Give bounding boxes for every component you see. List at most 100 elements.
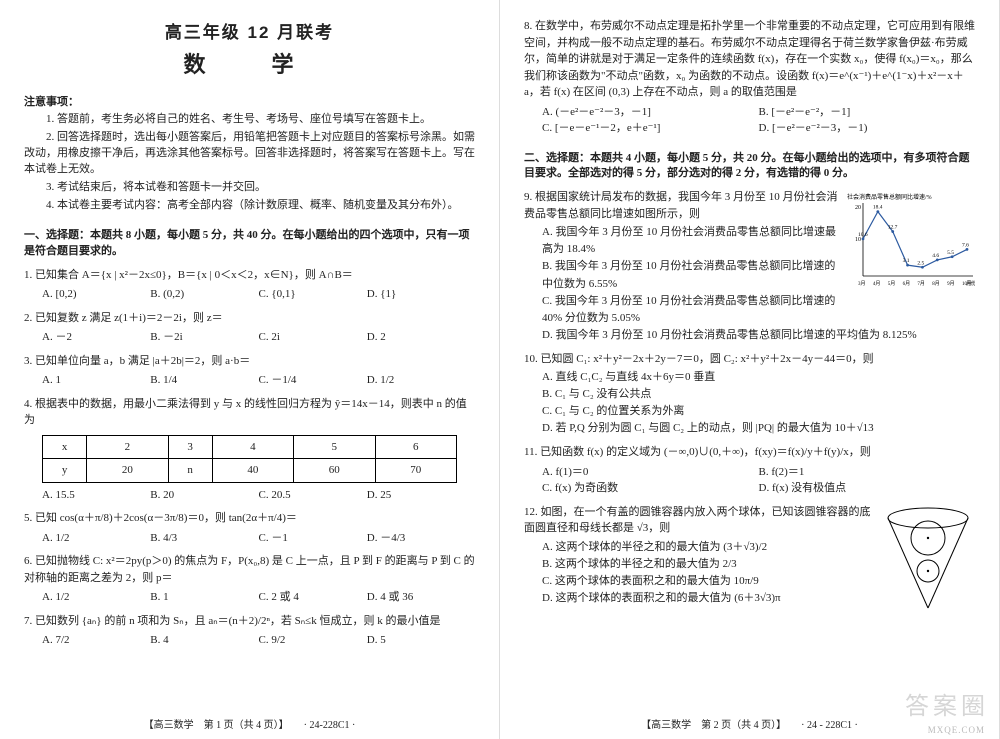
question-3: 3. 已知单位向量 a，b 满足 |a＋2b|＝2，则 a·b＝ A. 1 B.… [24, 353, 475, 389]
svg-text:4月: 4月 [873, 281, 881, 287]
svg-text:7.6: 7.6 [962, 243, 969, 249]
q2-opt-a: A. －2 [42, 329, 150, 346]
question-1: 1. 已知集合 A＝{x | x²－2x≤0}，B＝{x | 0＜x＜2，x∈N… [24, 267, 475, 303]
table-cell: 5 [294, 435, 375, 459]
q7-opt-b: B. 4 [150, 632, 258, 649]
svg-text:10: 10 [855, 237, 861, 243]
q5-stem: 5. 已知 cos(α＋π/8)＋2cos(α－3π/8)＝0，则 tan(2α… [24, 510, 475, 527]
q1-stem: 1. 已知集合 A＝{x | x²－2x≤0}，B＝{x | 0＜x＜2，x∈N… [24, 267, 475, 284]
table-cell: y [43, 459, 87, 483]
svg-text:20: 20 [855, 205, 861, 211]
q7-opt-a: A. 7/2 [42, 632, 150, 649]
q3-opt-b: B. 1/4 [150, 372, 258, 389]
notice-item: 4. 本试卷主要考试内容：高考全部内容（除计数原理、概率、随机变量及其分布外）。 [24, 198, 475, 214]
table-cell: n [168, 459, 212, 483]
table-cell: 70 [375, 459, 456, 483]
svg-text:3月: 3月 [858, 281, 866, 287]
q4-opt-b: B. 20 [150, 487, 258, 504]
q10-opt-a: A. 直线 C₁C₂ 与直线 4x＋6y＝0 垂直 [542, 369, 975, 386]
svg-text:4.6: 4.6 [932, 253, 939, 259]
q8-opt-b: B. [－e²－e⁻²，－1] [759, 104, 976, 121]
q11-opt-b: B. f(2)＝1 [759, 464, 976, 481]
q7-opt-d: D. 5 [367, 632, 475, 649]
q3-opt-c: C. －1/4 [259, 372, 367, 389]
notice-item: 1. 答题前，考生务必将自己的姓名、考生号、考场号、座位号填写在答题卡上。 [24, 112, 475, 128]
q10-opt-b: B. C₁ 与 C₂ 没有公共点 [542, 386, 975, 403]
table-cell: 20 [87, 459, 168, 483]
q2-opt-d: D. 2 [367, 329, 475, 346]
chart-title: 社会消费品零售总额同比增速/% [847, 193, 932, 201]
q10-opt-c: C. C₁ 与 C₂ 的位置关系为外离 [542, 403, 975, 420]
q2-stem: 2. 已知复数 z 满足 z(1＋i)＝2－2i，则 z＝ [24, 310, 475, 327]
q5-opt-a: A. 1/2 [42, 530, 150, 547]
q8-opt-a: A. (－e²－e⁻²－3，－1] [542, 104, 759, 121]
watermark: 答案圈 [905, 686, 989, 721]
q11-stem: 11. 已知函数 f(x) 的定义域为 (－∞,0)∪(0,＋∞)，f(xy)＝… [524, 444, 975, 461]
q11-opt-c: C. f(x) 为奇函数 [542, 480, 759, 497]
q7-stem: 7. 已知数列 {aₙ} 的前 n 项和为 Sₙ，且 aₙ＝(n＋2)/2ⁿ，若… [24, 613, 475, 630]
exam-title-line1: 高三年级 12 月联考 [24, 18, 475, 43]
page-1: 高三年级 12 月联考 数 学 注意事项： 1. 答题前，考生务必将自己的姓名、… [0, 0, 500, 739]
table-cell: 6 [375, 435, 456, 459]
question-8: 8. 在数学中，布劳威尔不动点定理是拓扑学里一个非常重要的不动点定理，它可应用到… [524, 18, 975, 137]
q1-opt-a: A. [0,2) [42, 286, 150, 303]
q6-opt-a: A. 1/2 [42, 589, 150, 606]
q8-opt-d: D. [－e²－e⁻²－3，－1) [759, 120, 976, 137]
q9-chart: 社会消费品零售总额同比增速/% 10.618.412.73.12.54.65.5… [845, 191, 975, 291]
q8-stem: 8. 在数学中，布劳威尔不动点定理是拓扑学里一个非常重要的不动点定理，它可应用到… [524, 18, 975, 101]
q7-opt-c: C. 9/2 [259, 632, 367, 649]
q8-opt-c: C. [－e－e⁻¹－2，e＋e⁻¹] [542, 120, 759, 137]
cone-icon [880, 504, 975, 614]
notice-head: 注意事项： [24, 93, 475, 109]
q3-opt-a: A. 1 [42, 372, 150, 389]
table-cell: 2 [87, 435, 168, 459]
q3-opt-d: D. 1/2 [367, 372, 475, 389]
svg-text:18.4: 18.4 [873, 205, 883, 211]
q6-opt-c: C. 2 或 4 [259, 589, 367, 606]
table-cell: 4 [212, 435, 293, 459]
q10-stem: 10. 已知圆 C₁: x²＋y²－2x＋2y－7＝0，圆 C₂: x²＋y²＋… [524, 351, 975, 368]
svg-text:5月: 5月 [888, 281, 896, 287]
watermark-sub: MXQE.COM [928, 725, 985, 735]
q1-opt-b: B. (0,2) [150, 286, 258, 303]
table-cell: 40 [212, 459, 293, 483]
svg-text:3.1: 3.1 [903, 259, 910, 265]
section-b-head: 二、选择题：本题共 4 小题，每小题 5 分，共 20 分。在每小题给出的选项中… [524, 151, 975, 183]
q6-stem: 6. 已知抛物线 C: x²＝2py(p＞0) 的焦点为 F，P(x₀,8) 是… [24, 553, 475, 586]
q6-opt-b: B. 1 [150, 589, 258, 606]
q11-opt-a: A. f(1)＝0 [542, 464, 759, 481]
question-5: 5. 已知 cos(α＋π/8)＋2cos(α－3π/8)＝0，则 tan(2α… [24, 510, 475, 546]
svg-text:2.5: 2.5 [917, 261, 924, 267]
q5-opt-d: D. －4/3 [367, 530, 475, 547]
q3-stem: 3. 已知单位向量 a，b 满足 |a＋2b|＝2，则 a·b＝ [24, 353, 475, 370]
section-a-head: 一、选择题：本题共 8 小题，每小题 5 分，共 40 分。在每小题给出的四个选… [24, 228, 475, 260]
page-footer: 【高三数学 第 1 页（共 4 页）】 · 24-228C1 · [0, 716, 499, 731]
table-cell: 60 [294, 459, 375, 483]
question-6: 6. 已知抛物线 C: x²＝2py(p＞0) 的焦点为 F，P(x₀,8) 是… [24, 553, 475, 606]
q9-opt-c: C. 我国今年 3 月份至 10 月份社会消费品零售总额同比增速的 40% 分位… [542, 293, 975, 327]
q10-opt-d: D. 若 P,Q 分别为圆 C₁ 与圆 C₂ 上的动点，则 |PQ| 的最大值为… [542, 420, 975, 437]
notice-item: 2. 回答选择题时，选出每小题答案后，用铅笔把答题卡上对应题目的答案标号涂黑。如… [24, 130, 475, 178]
q9-opt-d: D. 我国今年 3 月份至 10 月份社会消费品零售总额同比增速的平均值为 8.… [542, 327, 975, 344]
svg-text:7月: 7月 [917, 281, 925, 287]
question-7: 7. 已知数列 {aₙ} 的前 n 项和为 Sₙ，且 aₙ＝(n＋2)/2ⁿ，若… [24, 613, 475, 649]
page-2: 8. 在数学中，布劳威尔不动点定理是拓扑学里一个非常重要的不动点定理，它可应用到… [500, 0, 1000, 739]
question-10: 10. 已知圆 C₁: x²＋y²－2x＋2y－7＝0，圆 C₂: x²＋y²＋… [524, 351, 975, 438]
notice-item: 3. 考试结束后，将本试卷和答题卡一并交回。 [24, 180, 475, 196]
q1-opt-c: C. {0,1} [259, 286, 367, 303]
q4-table: x 2 3 4 5 6 y 20 n 40 60 70 [42, 435, 457, 483]
question-9: 社会消费品零售总额同比增速/% 10.618.412.73.12.54.65.5… [524, 189, 975, 343]
q4-stem: 4. 根据表中的数据，用最小二乘法得到 y 与 x 的线性回归方程为 ŷ＝14x… [24, 396, 475, 429]
q11-opt-d: D. f(x) 没有极值点 [759, 480, 976, 497]
q5-opt-b: B. 4/3 [150, 530, 258, 547]
svg-text:9月: 9月 [947, 281, 955, 287]
q5-opt-c: C. －1 [259, 530, 367, 547]
svg-text:月份: 月份 [966, 280, 975, 287]
question-4: 4. 根据表中的数据，用最小二乘法得到 y 与 x 的线性回归方程为 ŷ＝14x… [24, 396, 475, 504]
question-12: 12. 如图，在一个有盖的圆锥容器内放入两个球体，已知该圆锥容器的底面圆直径和母… [524, 504, 975, 614]
q4-opt-a: A. 15.5 [42, 487, 150, 504]
q4-opt-c: C. 20.5 [259, 487, 367, 504]
q2-opt-b: B. －2i [150, 329, 258, 346]
q6-opt-d: D. 4 或 36 [367, 589, 475, 606]
question-2: 2. 已知复数 z 满足 z(1＋i)＝2－2i，则 z＝ A. －2 B. －… [24, 310, 475, 346]
